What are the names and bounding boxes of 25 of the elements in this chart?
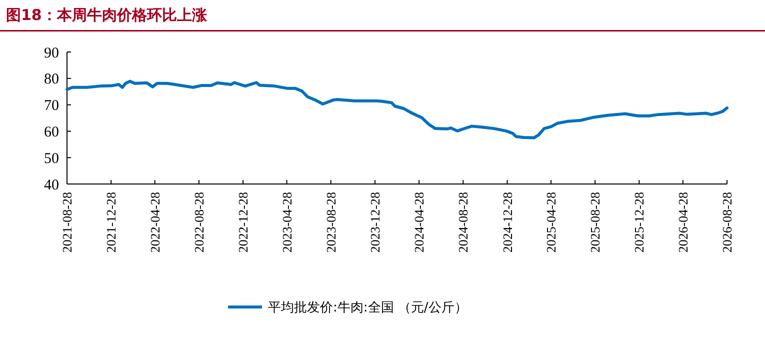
x-tick-label: 2024-04-28 [412, 192, 427, 253]
x-tick-label: 2022-08-28 [191, 192, 206, 253]
x-tick-label: 2021-12-28 [104, 192, 119, 253]
x-tick-label: 2022-04-28 [147, 192, 162, 253]
chart-title: 图18：本周牛肉价格环比上涨 [6, 6, 208, 24]
x-tick-label: 2023-08-28 [323, 192, 338, 253]
legend-label: 平均批发价:牛肉:全国 （元/公斤） [268, 300, 468, 316]
y-tick-label: 40 [44, 177, 59, 194]
y-tick-label: 60 [44, 124, 59, 140]
x-tick-label: 2024-08-28 [456, 192, 471, 253]
x-tick-label: 2023-12-28 [368, 192, 382, 253]
line-series [66, 80, 728, 140]
x-tick-label: 2026-08-28 [720, 192, 735, 253]
x-tick-label: 2025-12-28 [632, 192, 647, 253]
y-tick-label: 70 [44, 98, 59, 114]
y-tick-label: 80 [44, 72, 59, 88]
x-tick-label: 2025-08-28 [588, 192, 603, 253]
x-tick-label: 2026-04-28 [675, 192, 690, 253]
y-tick-label: 90 [44, 45, 59, 62]
x-tick-label: 2025-04-28 [544, 192, 559, 253]
x-tick-label: 2022-12-28 [236, 192, 251, 253]
y-tick-label: 50 [44, 150, 59, 167]
x-tick-label: 2021-08-28 [60, 192, 75, 253]
x-tick-label: 2023-04-28 [279, 192, 294, 253]
x-tick-label: 2024-12-28 [500, 192, 515, 253]
